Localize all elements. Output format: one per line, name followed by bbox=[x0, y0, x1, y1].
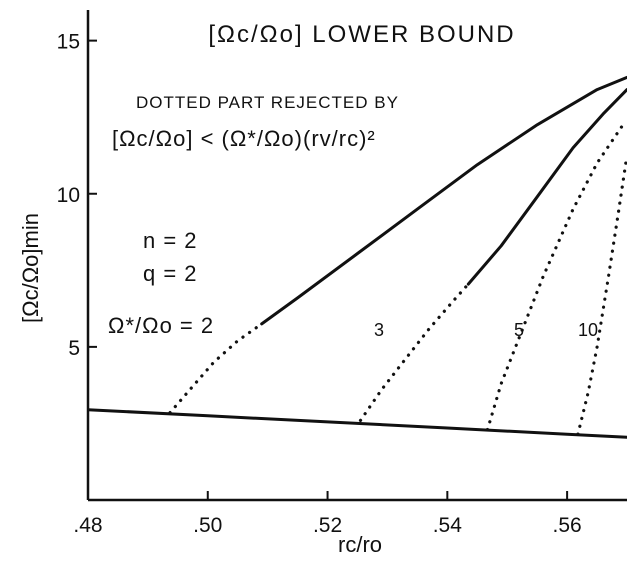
rejection-note-line1: DOTTED PART REJECTED BY bbox=[136, 93, 399, 112]
y-tick-label: 15 bbox=[57, 31, 80, 54]
x-tick-label: .56 bbox=[553, 514, 582, 537]
series-layer bbox=[88, 75, 627, 439]
x-axis-label: rc/ro bbox=[338, 532, 382, 557]
lower-bound-line bbox=[88, 408, 627, 439]
y-axis-label: [Ωc/Ωo]min bbox=[18, 213, 43, 323]
series-3-solid bbox=[466, 88, 627, 286]
series-label-omega-2: Ω*/Ωo = 2 bbox=[108, 313, 214, 338]
y-tick-label: 5 bbox=[68, 337, 80, 360]
series-3-dotted bbox=[358, 282, 470, 422]
rejection-note-line2: [Ωc/Ωo] < (Ω*/Ωo)(rv/rc)² bbox=[112, 126, 376, 151]
param-n: n = 2 bbox=[143, 228, 198, 253]
axis-ticks: .48 .50 .52 .54 .56 5 10 15 bbox=[57, 31, 582, 537]
param-q: q = 2 bbox=[143, 261, 198, 286]
x-tick-label: .54 bbox=[433, 514, 463, 537]
chart-title: [Ωc/Ωo] LOWER BOUND bbox=[208, 21, 515, 48]
series-label-10: 10 bbox=[578, 320, 598, 340]
x-tick-label: .52 bbox=[313, 514, 342, 537]
series-10-dotted bbox=[576, 161, 627, 436]
series-label-5: 5 bbox=[514, 320, 524, 340]
series-label-3: 3 bbox=[374, 320, 384, 340]
series-2-solid bbox=[260, 75, 627, 326]
x-tick-label: .48 bbox=[73, 514, 102, 537]
x-tick-label: .50 bbox=[193, 514, 222, 537]
series-5-dotted bbox=[485, 121, 626, 432]
y-tick-label: 10 bbox=[57, 184, 80, 207]
